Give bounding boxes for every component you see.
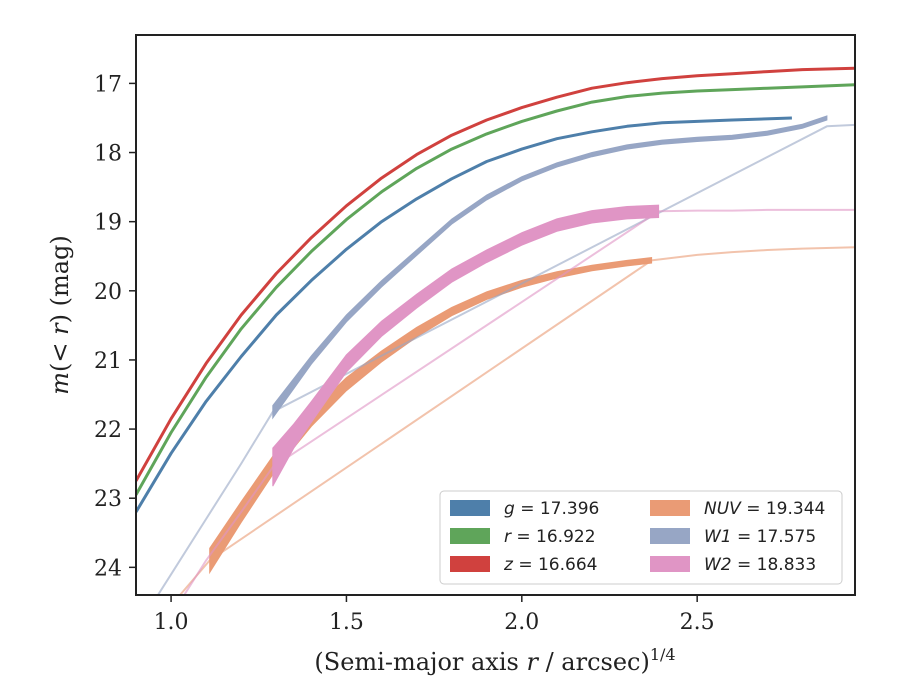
y-tick-label: 22 bbox=[94, 418, 122, 443]
x-tick-label: 2.0 bbox=[504, 610, 539, 635]
x-tick-label: 1.5 bbox=[329, 610, 364, 635]
legend-label-r: r = 16.922 bbox=[504, 527, 596, 547]
x-axis-label: (Semi-major axis r / arcsec)1/4 bbox=[314, 645, 675, 676]
legend-label-g: g = 17.396 bbox=[504, 499, 599, 519]
legend-box bbox=[439, 490, 843, 585]
legend-label-w1: W1 = 17.575 bbox=[704, 527, 816, 547]
y-tick-label: 19 bbox=[94, 211, 122, 236]
legend-swatch-g bbox=[450, 500, 490, 516]
x-tick-label: 1.0 bbox=[154, 610, 189, 635]
legend-swatch-r bbox=[450, 528, 490, 544]
series-w1-model-line bbox=[156, 123, 855, 595]
plot-frame bbox=[135, 34, 856, 596]
legend-label-w2: W2 = 18.833 bbox=[704, 555, 816, 575]
legend-swatch-w2 bbox=[650, 556, 690, 572]
series-z-line bbox=[136, 66, 855, 482]
series-w2-band bbox=[272, 204, 660, 487]
series-r-line bbox=[136, 83, 855, 496]
legend-label-z: z = 16.664 bbox=[503, 555, 597, 575]
y-tick-label: 20 bbox=[94, 280, 122, 305]
y-tick-label: 17 bbox=[94, 72, 122, 97]
series-w1-band bbox=[272, 115, 828, 420]
plot-area bbox=[136, 66, 855, 595]
y-tick-label: 18 bbox=[94, 142, 122, 167]
legend-label-nuv: NUV = 19.344 bbox=[704, 499, 825, 519]
y-tick-label: 24 bbox=[94, 556, 122, 581]
legend: g = 17.396 r = 16.922 z = 16.664 NUV = 19.3… bbox=[439, 490, 843, 585]
series-nuv-model-line bbox=[178, 246, 855, 595]
legend-swatch-z bbox=[450, 556, 490, 572]
series-nuv-band bbox=[209, 257, 653, 575]
y-tick-label: 21 bbox=[94, 349, 122, 374]
legend-swatch-nuv bbox=[650, 500, 690, 516]
legend-swatch-w1 bbox=[650, 528, 690, 544]
axis-ticks: 1.0 1.5 2.0 2.5 17 18 19 20 21 22 23 24 bbox=[94, 72, 715, 635]
series-g-line bbox=[136, 116, 792, 513]
y-tick-label: 23 bbox=[94, 487, 122, 512]
x-tick-label: 2.5 bbox=[680, 610, 715, 635]
y-axis-label: m(< r) (mag) bbox=[46, 235, 74, 395]
